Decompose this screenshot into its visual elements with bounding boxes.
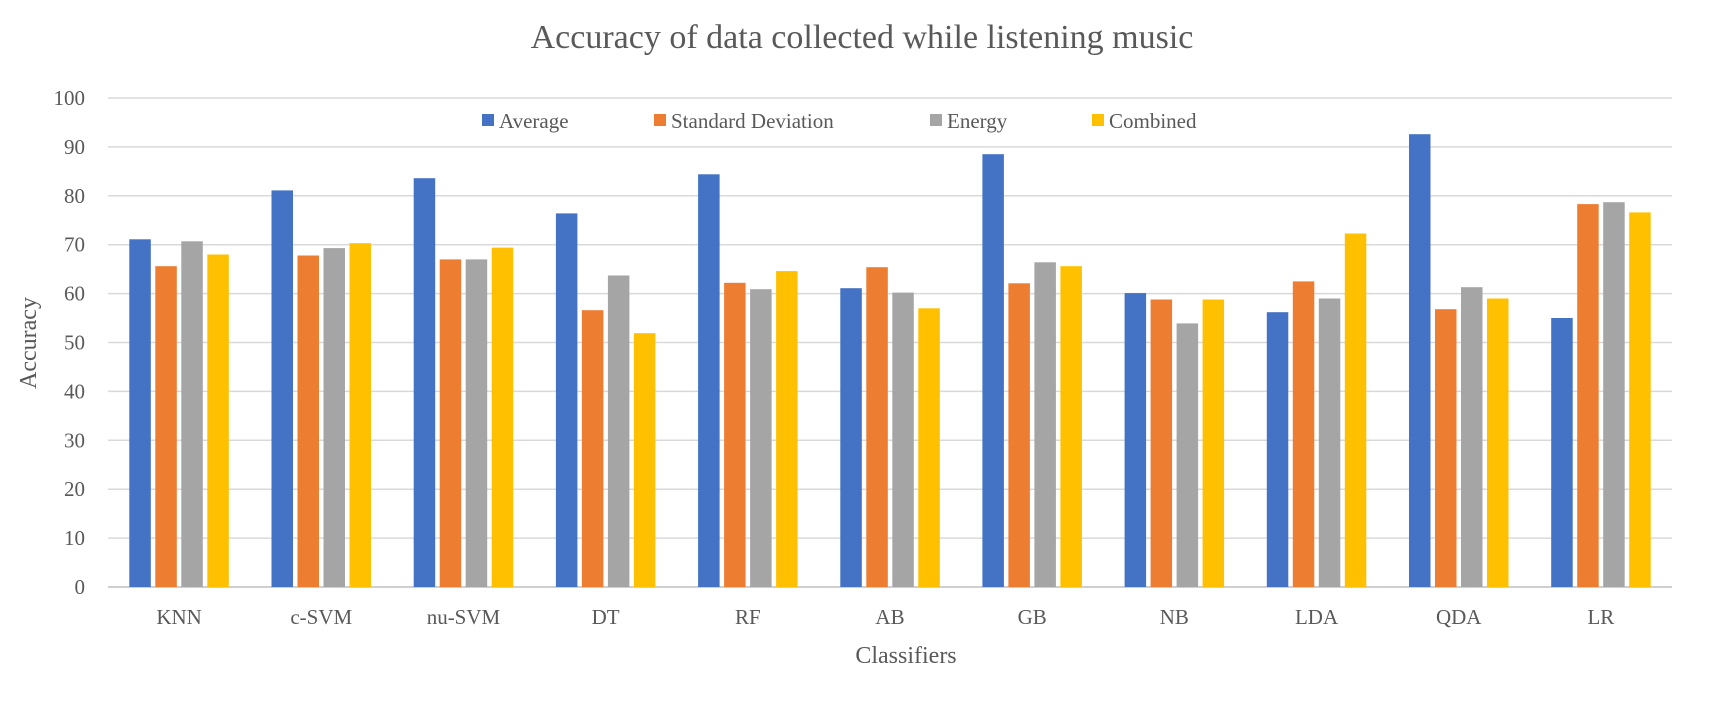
- legend-label: Average: [499, 109, 569, 133]
- bar-nu-SVM-energy: [465, 259, 488, 587]
- bar-LDA-combined: [1344, 233, 1367, 587]
- bars: [129, 134, 1651, 588]
- y-tick-label: 80: [64, 184, 85, 208]
- bar-QDA-standard-deviation: [1435, 309, 1457, 587]
- bar-c-SVM-average: [271, 190, 293, 587]
- legend-label: Energy: [947, 109, 1008, 133]
- bar-LDA-average: [1266, 312, 1289, 587]
- bar-LR-average: [1551, 318, 1573, 587]
- y-tick-label: 60: [64, 282, 85, 306]
- bar-c-SVM-standard-deviation: [297, 255, 319, 587]
- bar-KNN-energy: [181, 241, 203, 588]
- bar-QDA-combined: [1487, 298, 1509, 587]
- bar-NB-combined: [1202, 299, 1225, 587]
- bar-GB-energy: [1034, 262, 1056, 587]
- legend-swatch-average: [482, 114, 494, 126]
- x-tick-label: c-SVM: [290, 605, 352, 629]
- bar-KNN-average: [129, 239, 151, 588]
- bar-QDA-energy: [1461, 287, 1483, 587]
- bar-GB-average: [982, 154, 1004, 587]
- bar-LR-energy: [1603, 202, 1625, 587]
- bar-LDA-energy: [1318, 298, 1341, 587]
- x-tick-label: nu-SVM: [427, 605, 501, 629]
- x-axis-title: Classifiers: [855, 643, 956, 669]
- x-axis-tick-labels: KNN c-SVM nu-SVM DT RF AB GB NB LDA QDA LR: [156, 605, 1614, 629]
- bar-NB-standard-deviation: [1150, 299, 1173, 587]
- y-tick-label: 40: [64, 379, 85, 403]
- legend-swatch-energy: [930, 114, 942, 126]
- y-tick-label: 50: [64, 331, 85, 355]
- legend-label: Combined: [1109, 109, 1197, 133]
- bar-nu-SVM-average: [413, 178, 436, 587]
- y-tick-label: 100: [54, 86, 86, 110]
- x-tick-label: QDA: [1436, 605, 1482, 629]
- bar-RF-energy: [750, 289, 772, 587]
- bar-RF-combined: [776, 271, 798, 587]
- bar-AB-standard-deviation: [866, 267, 888, 587]
- y-tick-label: 20: [64, 477, 85, 501]
- legend-swatch-standard-deviation: [654, 114, 666, 126]
- x-tick-label: LR: [1587, 605, 1614, 629]
- bar-nu-SVM-combined: [491, 247, 514, 587]
- bar-GB-combined: [1060, 266, 1082, 587]
- y-tick-label: 30: [64, 428, 85, 452]
- bar-DT-average: [555, 213, 578, 587]
- bar-NB-energy: [1176, 323, 1199, 587]
- bar-QDA-average: [1409, 134, 1431, 587]
- bar-DT-standard-deviation: [581, 310, 604, 587]
- y-tick-label: 10: [64, 526, 85, 550]
- y-tick-label: 70: [64, 233, 85, 257]
- bar-DT-energy: [607, 275, 630, 587]
- y-axis-title: Accuracy: [16, 297, 42, 389]
- bar-RF-average: [698, 174, 720, 588]
- bar-nu-SVM-standard-deviation: [439, 259, 462, 587]
- y-axis-tick-labels: 0 10 20 30 40 50 60 70 80 90 100: [54, 86, 86, 599]
- bar-LDA-standard-deviation: [1292, 281, 1315, 587]
- bar-KNN-standard-deviation: [155, 266, 177, 587]
- bar-KNN-combined: [207, 254, 229, 587]
- x-tick-label: DT: [592, 605, 620, 629]
- bar-NB-average: [1124, 293, 1147, 587]
- bar-c-SVM-combined: [349, 243, 371, 587]
- chart-title: Accuracy of data collected while listeni…: [531, 19, 1194, 56]
- x-tick-label: NB: [1160, 605, 1189, 629]
- bar-LR-combined: [1629, 212, 1651, 587]
- legend: Average Standard Deviation Energy Combined: [482, 109, 1197, 133]
- bar-RF-standard-deviation: [724, 282, 746, 587]
- y-tick-label: 0: [75, 575, 86, 599]
- legend-label: Standard Deviation: [671, 109, 834, 133]
- bar-AB-average: [840, 288, 862, 587]
- bar-AB-combined: [918, 308, 940, 587]
- bar-DT-combined: [633, 333, 656, 587]
- x-tick-label: AB: [875, 605, 904, 629]
- bar-GB-standard-deviation: [1008, 283, 1030, 587]
- bar-AB-energy: [892, 292, 914, 587]
- x-tick-label: KNN: [156, 605, 202, 629]
- bar-c-SVM-energy: [323, 248, 345, 587]
- y-tick-label: 90: [64, 135, 85, 159]
- x-tick-label: LDA: [1295, 605, 1339, 629]
- x-tick-label: RF: [735, 605, 761, 629]
- bar-LR-standard-deviation: [1577, 204, 1599, 587]
- x-tick-label: GB: [1018, 605, 1047, 629]
- legend-swatch-combined: [1092, 114, 1104, 126]
